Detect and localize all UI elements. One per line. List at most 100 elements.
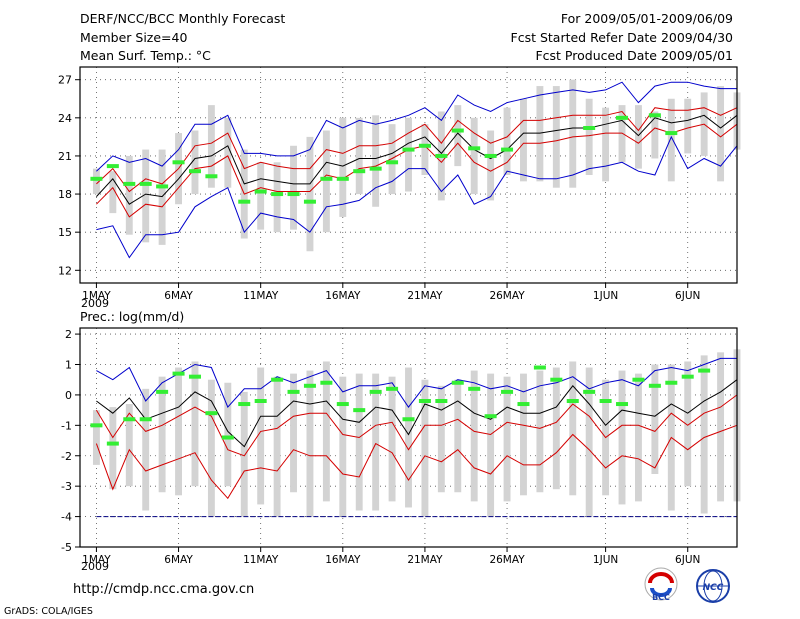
prec-observed-marker [484, 414, 497, 419]
temp-spread-bar [322, 130, 330, 233]
prec-spread-bar [142, 388, 150, 511]
prec-ytick-label-0: 2 [65, 328, 72, 341]
ncc-logo-text: NCC [703, 583, 724, 593]
temp-spread-bar [339, 117, 347, 217]
temp-observed-marker [303, 199, 316, 204]
prec-xtick-label-0: 1MAY [82, 554, 111, 566]
prec-spread-bar [470, 370, 478, 502]
prec-observed-marker [336, 402, 349, 407]
temp-spread-bar [470, 117, 478, 195]
temp-spread-bar [109, 171, 117, 214]
temp-observed-marker [205, 174, 218, 179]
prec-observed-marker [632, 377, 645, 382]
prec-observed-marker [188, 374, 201, 379]
prec-ytick-label-4: -2 [61, 450, 72, 463]
prec-xtick-label-4: 21MAY [407, 554, 443, 566]
prec-spread-bar [158, 376, 166, 493]
prec-observed-marker [402, 417, 415, 422]
prec-spread-bar [125, 404, 133, 487]
temp-spread-bar [355, 117, 363, 195]
temp-spread-bar [388, 124, 396, 195]
temp-observed-marker [648, 113, 661, 118]
temp-spread-bar [405, 117, 412, 192]
member-size: Member Size=40 [80, 30, 188, 45]
prec-observed-marker [205, 411, 218, 416]
prec-spread-bar [536, 370, 544, 493]
prec-spread-bar [355, 373, 363, 511]
prec-spread-bar [92, 410, 100, 465]
prec-spread-bar [421, 379, 429, 517]
prec-ytick-label-5: -3 [61, 480, 72, 493]
prec-ytick-label-1: 1 [65, 359, 72, 372]
prec-observed-marker [123, 417, 136, 422]
prec-observed-marker [599, 399, 612, 403]
temp-observed-marker [271, 192, 284, 197]
prec-spread-bar [224, 382, 232, 487]
prec-spread-bar [437, 385, 445, 493]
prec-observed-marker [517, 402, 530, 407]
temp-spread-bar [372, 115, 380, 207]
year-label-top: 2009 [81, 297, 109, 310]
prec-observed-marker [648, 383, 661, 388]
prec-observed-marker [320, 380, 333, 385]
temp-observed-marker [616, 115, 629, 120]
prec-spread-bar [175, 367, 182, 496]
temp-spread-bar [569, 79, 577, 188]
prec-observed-marker [172, 371, 185, 376]
temp-spread-bar [191, 130, 199, 195]
prec-ytick-label-3: -1 [61, 419, 72, 432]
temp-observed-marker [320, 176, 333, 181]
temp-observed-marker [501, 147, 514, 152]
prec-lower-line [95, 424, 738, 500]
prec-plot-frame [79, 327, 738, 548]
grads-credit: GrADS: COLA/IGES [4, 606, 93, 617]
temp-observed-marker [188, 169, 201, 174]
temp-spread-bar [290, 145, 297, 230]
temp-xtick-label-2: 11MAY [243, 290, 279, 302]
temp-xtick-label-6: 1JUN [593, 290, 618, 302]
temp-upper-line [96, 107, 738, 193]
temp-min-line [96, 135, 738, 259]
temp-observed-marker [665, 131, 678, 136]
bcc-logo-text: BCC [652, 593, 670, 602]
temp-xtick-label-1: 6MAY [164, 290, 193, 302]
temp-spread-bar [667, 98, 675, 182]
temp-xtick-label-3: 16MAY [325, 290, 361, 302]
temp-observed-marker [468, 146, 481, 151]
prec-observed-marker [566, 399, 579, 403]
temp-spread-bar [421, 124, 429, 175]
temp-observed-marker [123, 181, 136, 186]
prec-spread-bar [487, 373, 495, 517]
prec-xtick-label-5: 26MAY [489, 554, 525, 566]
prec-observed-marker [468, 386, 481, 391]
prec-spread-bar [520, 373, 527, 496]
temp-lower-line [96, 123, 738, 218]
prec-observed-marker [271, 377, 284, 382]
temp-observed-marker [172, 160, 185, 165]
temp-spread-bar [92, 168, 100, 195]
temp-spread-bar [306, 136, 314, 252]
prec-observed-marker [139, 417, 152, 422]
prec-observed-marker [435, 399, 448, 403]
temp-spread-bar [503, 107, 511, 175]
prec-spread-bar [322, 361, 330, 502]
temp-spread-bar [684, 98, 692, 154]
temp-spread-bar [257, 162, 265, 230]
temperature-panel: 12 15 18 21 24 27 1MAY 6MAY 11MAY 16MAY 21MAY 26MAY… [58, 66, 741, 302]
bcc-logo: BCC [644, 567, 678, 602]
prec-observed-marker [90, 423, 103, 428]
temp-observed-marker [106, 164, 119, 169]
chart-title: DERF/NCC/BCC Monthly Forecast [80, 11, 286, 26]
temp-observed-marker [156, 184, 169, 189]
prec-spread-bar [207, 379, 215, 517]
temp-observed-marker [451, 128, 464, 133]
prec-spread-bar [306, 370, 314, 517]
source-url[interactable]: http://cmdp.ncc.cma.gov.cn [73, 582, 255, 597]
temp-spread-bar [454, 105, 462, 167]
prec-spread-bar [700, 355, 708, 514]
prec-spread-bar [552, 367, 560, 490]
temp-spread-bar [224, 117, 232, 188]
prec-spread-bar [240, 391, 248, 517]
precipitation-panel: 2 1 0 -1 -2 -3 -4 -5 1MAY 6MAY 11MAY 16MAY 21MAY 26MA… [61, 327, 741, 566]
prec-observed-marker [303, 383, 316, 388]
